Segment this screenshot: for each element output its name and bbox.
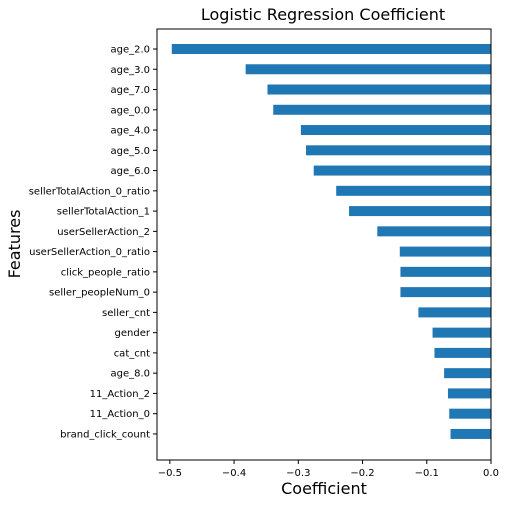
y-tick-label: age_6.0 [110, 166, 150, 177]
x-tick-label: −0.2 [350, 468, 374, 479]
bar-userSellerAction_0_ratio [400, 247, 491, 257]
x-tick-label: 0.0 [483, 468, 499, 479]
bar-11_Action_2 [448, 388, 491, 398]
bar-click_people_ratio [400, 267, 491, 277]
y-tick-label: gender [115, 328, 151, 339]
bar-cat_cnt [434, 348, 491, 358]
y-tick-label: 11_Action_2 [90, 389, 150, 400]
bar-brand_click_count [451, 429, 491, 439]
x-ticks: −0.5 −0.4 −0.3 −0.2 −0.1 0.0 [158, 460, 499, 479]
y-tick-label: userSellerAction_2 [57, 227, 150, 238]
bar-age_7.0 [267, 85, 491, 95]
bar-age_3.0 [246, 64, 491, 74]
bar-gender [433, 328, 491, 338]
y-axis-title: Features [5, 210, 24, 279]
x-tick-label: −0.4 [222, 468, 246, 479]
x-tick-label: −0.1 [415, 468, 439, 479]
y-tick-label: age_0.0 [110, 105, 150, 116]
y-tick-label: click_people_ratio [61, 267, 150, 278]
y-tick-label: sellerTotalAction_0_ratio [29, 186, 150, 197]
y-tick-label: seller_peopleNum_0 [49, 288, 150, 299]
bars-group [172, 44, 491, 439]
y-tick-label: age_4.0 [110, 126, 150, 137]
y-tick-label: age_7.0 [110, 85, 150, 96]
y-tick-label: age_8.0 [110, 369, 150, 380]
y-tick-label: brand_click_count [60, 429, 150, 440]
bar-seller_peopleNum_0 [400, 287, 491, 297]
bar-age_6.0 [314, 166, 491, 176]
bar-age_8.0 [444, 368, 491, 378]
x-tick-label: −0.5 [158, 468, 182, 479]
y-tick-label: userSellerAction_0_ratio [29, 247, 150, 258]
bar-age_0.0 [273, 105, 491, 115]
bar-age_5.0 [306, 145, 491, 155]
chart-title: Logistic Regression Coefficient [201, 5, 445, 24]
y-tick-label: seller_cnt [102, 308, 150, 319]
bar-age_2.0 [172, 44, 491, 54]
x-axis-title: Coefficient [281, 479, 367, 498]
y-tick-label: cat_cnt [114, 348, 150, 359]
y-tick-label: age_2.0 [110, 45, 150, 56]
y-tick-labels: age_2.0 age_3.0 age_7.0 age_0.0 age_4.0 age_5… [29, 45, 157, 441]
bar-userSellerAction_2 [377, 226, 491, 236]
bar-sellerTotalAction_1 [349, 206, 491, 216]
x-tick-label: −0.3 [286, 468, 310, 479]
bar-age_4.0 [301, 125, 491, 135]
bar-seller_cnt [418, 307, 491, 317]
y-tick-label: 11_Action_0 [90, 409, 150, 420]
bar-sellerTotalAction_0_ratio [336, 186, 491, 196]
bar-11_Action_0 [449, 409, 491, 419]
y-tick-label: age_3.0 [110, 65, 150, 76]
y-tick-label: sellerTotalAction_1 [57, 207, 150, 218]
y-tick-label: age_5.0 [110, 146, 150, 157]
